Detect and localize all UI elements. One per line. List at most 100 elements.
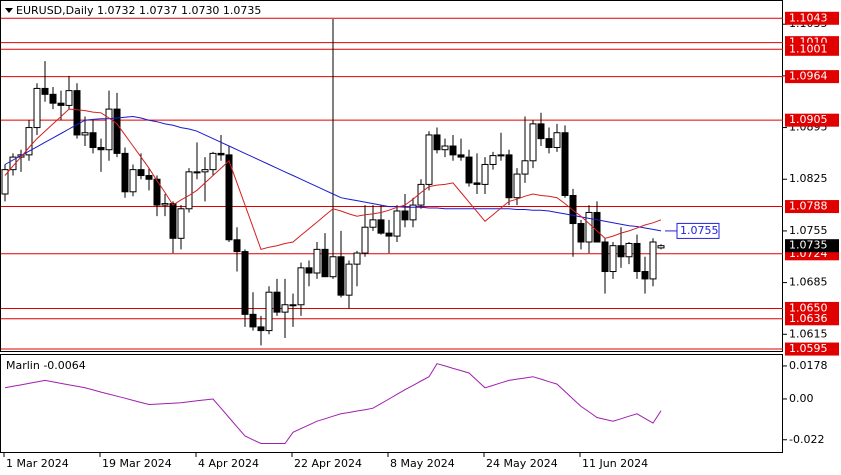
y-tick-label: 1.0615	[789, 327, 828, 340]
candle-body	[497, 154, 505, 157]
candle-body	[577, 223, 585, 243]
y-tick-label: 1.0685	[789, 276, 828, 289]
candle-body	[153, 178, 161, 206]
candle-body	[337, 256, 345, 296]
candle-body	[161, 203, 169, 206]
candle-body	[105, 108, 113, 151]
candle-body	[281, 304, 289, 313]
candle-body	[441, 145, 449, 151]
candle-body	[393, 210, 401, 237]
candle-body	[297, 267, 305, 306]
candle-body	[121, 152, 129, 193]
candle-body	[137, 169, 145, 177]
x-tick-label: 24 May 2024	[486, 457, 558, 470]
candle-body	[201, 169, 209, 173]
moving-average-line	[4, 115, 662, 232]
level-label-box	[785, 200, 839, 214]
level-label: 1.0964	[789, 70, 828, 83]
candle-body	[129, 169, 137, 193]
candle-body	[409, 204, 417, 221]
level-label: 1.0636	[789, 312, 828, 325]
level-label: 1.0788	[789, 200, 828, 213]
candle-body	[225, 154, 233, 241]
marker-box	[676, 222, 720, 239]
candle-body	[321, 248, 329, 278]
candle-body	[521, 160, 529, 175]
candle-body	[193, 171, 201, 174]
level-label: 1.1043	[789, 11, 828, 24]
candle-body	[345, 263, 353, 296]
candle-body	[569, 194, 577, 225]
candle-body	[649, 241, 657, 280]
candle-body	[425, 134, 433, 185]
level-label-box	[785, 70, 839, 84]
candle-body	[537, 123, 545, 140]
level-label-box	[785, 301, 839, 315]
candle-body	[41, 87, 49, 95]
candle-body	[233, 239, 241, 253]
candle-body	[25, 127, 33, 156]
candle-body	[545, 138, 553, 148]
level-label-box	[785, 113, 839, 127]
candle-body	[305, 267, 313, 274]
candle-body	[329, 256, 337, 278]
level-label-box	[785, 342, 839, 356]
indicator-line	[4, 363, 662, 444]
candle-body	[209, 152, 217, 171]
candle-body	[617, 245, 625, 258]
current-price-box	[785, 239, 839, 253]
candle-body	[113, 108, 121, 154]
y-tick-label: 1.0825	[789, 172, 828, 185]
level-label-box	[785, 312, 839, 326]
level-label: 1.1001	[789, 42, 828, 55]
menu-triangle	[5, 8, 13, 13]
candle-body	[457, 154, 465, 158]
level-label: 1.0595	[789, 342, 828, 355]
candle-body	[81, 132, 89, 136]
indicator-panel-frame	[0, 354, 783, 453]
current-price-label: 1.0735	[789, 239, 828, 252]
x-tick-label: 4 Apr 2024	[198, 457, 259, 470]
y-tick-label: 0.00	[789, 392, 814, 405]
x-tick-label: 22 Apr 2024	[294, 457, 362, 470]
candle-body	[89, 132, 97, 148]
candle-body	[657, 245, 665, 249]
candle-body	[601, 241, 609, 273]
x-tick-label: 19 Mar 2024	[102, 457, 172, 470]
candle-body	[177, 208, 185, 239]
candle-body	[465, 156, 473, 184]
moving-average-line	[4, 108, 662, 251]
candle-body	[313, 248, 321, 274]
candle-body	[449, 145, 457, 156]
candle-body	[49, 93, 57, 104]
candle-body	[145, 175, 153, 180]
level-label: 1.0905	[789, 113, 828, 126]
candle-body	[169, 203, 177, 239]
candle-body	[73, 90, 81, 136]
candle-body	[529, 123, 537, 162]
candle-body	[489, 155, 497, 165]
candle-body	[249, 313, 257, 328]
candle-body	[241, 251, 249, 315]
candle-body	[57, 102, 65, 106]
candle-body	[65, 90, 73, 106]
candle-body	[361, 226, 369, 254]
y-tick-label: 0.0178	[789, 359, 828, 372]
level-label-box	[785, 11, 839, 25]
candle-body	[257, 326, 265, 332]
candle-body	[553, 132, 561, 148]
candle-body	[185, 171, 193, 210]
candle-body	[625, 242, 633, 258]
candle-body	[217, 152, 225, 156]
candle-body	[265, 291, 273, 332]
candle-body	[289, 304, 297, 307]
candle-body	[633, 242, 641, 273]
candle-body	[609, 245, 617, 273]
candle-body	[585, 211, 593, 243]
candle-body	[9, 156, 17, 171]
candle-body	[641, 271, 649, 280]
y-tick-label: 1.0755	[789, 224, 828, 237]
candle-body	[385, 232, 393, 237]
level-label-box	[785, 42, 839, 56]
